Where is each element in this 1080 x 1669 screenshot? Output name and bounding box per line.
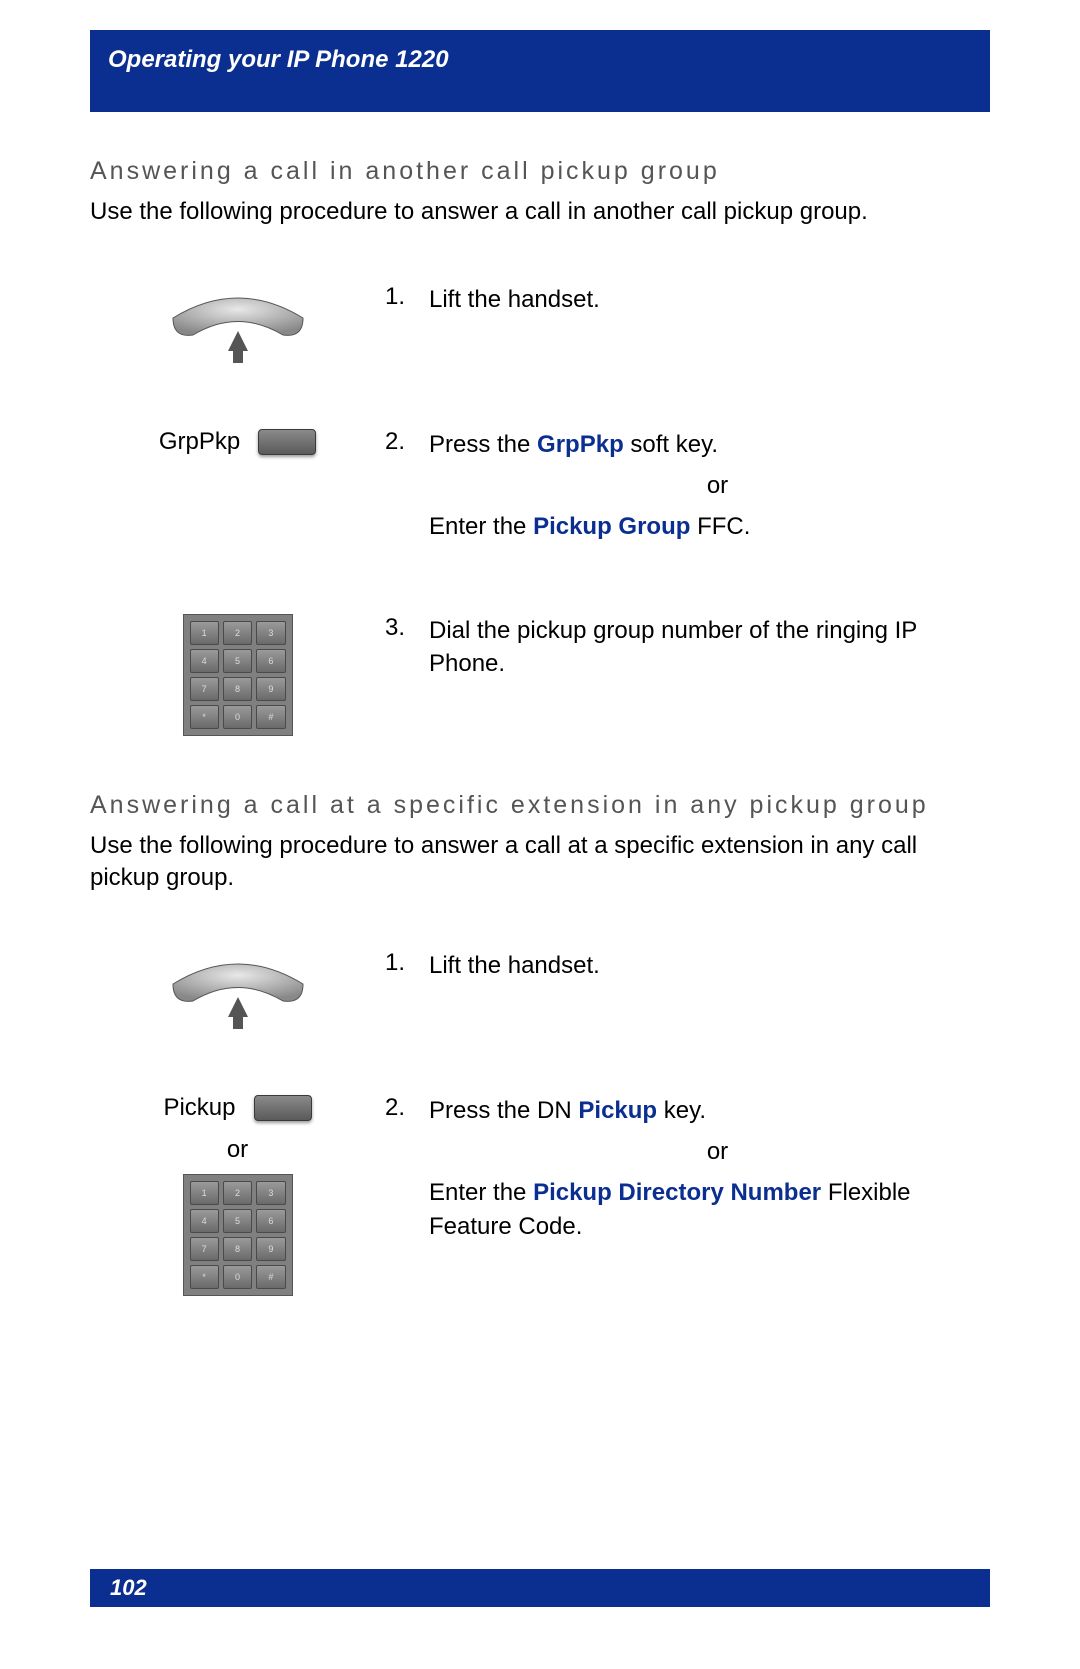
keyword: Pickup — [578, 1097, 657, 1124]
step-number: 3. — [385, 614, 411, 642]
keypad-icon: 123 456 789 *0# — [183, 1174, 293, 1296]
step-content: 1. Lift the handset. — [385, 283, 990, 317]
section2-intro: Use the following procedure to answer a … — [90, 830, 990, 895]
keyword: Pickup Group — [533, 513, 690, 540]
step-text: Dial the pickup group number of the ring… — [429, 614, 990, 681]
softkey-button-icon — [258, 429, 316, 455]
header-title: Operating your IP Phone 1220 — [108, 46, 972, 74]
step-number: 1. — [385, 949, 411, 977]
step-row: 1. Lift the handset. — [90, 283, 990, 373]
softkey-button-icon — [254, 1095, 312, 1121]
step-number: 1. — [385, 283, 411, 311]
section2-heading: Answering a call at a specific extension… — [90, 791, 990, 820]
step-number: 2. — [385, 428, 411, 462]
footer-bar: 102 — [90, 1569, 990, 1607]
or-separator: or — [445, 1138, 990, 1166]
section-2: Answering a call at a specific extension… — [90, 791, 990, 1297]
step-number: 2. — [385, 1094, 411, 1128]
or-separator: or — [445, 472, 990, 500]
step-row: 1. Lift the handset. — [90, 949, 990, 1039]
step-row: 123 456 789 *0# 3. Dial the pickup group… — [90, 614, 990, 736]
step-content: 2. Press the DN Pickup key. or Enter the… — [385, 1094, 990, 1243]
step-row: Pickup or 123 456 789 *0# 2. Press the D… — [90, 1094, 990, 1296]
step-content: 3. Dial the pickup group number of the r… — [385, 614, 990, 681]
step-text: Press the GrpPkp soft key. — [429, 428, 718, 462]
or-separator-left: or — [227, 1136, 248, 1164]
keyword: Pickup Directory Number — [533, 1179, 821, 1206]
section1-intro: Use the following procedure to answer a … — [90, 196, 990, 228]
step-text: Enter the Pickup Group FFC. — [429, 510, 750, 544]
step-row: GrpPkp 2. Press the GrpPkp soft key. or … — [90, 428, 990, 543]
step-content: 1. Lift the handset. — [385, 949, 990, 983]
softkey-illustration: GrpPkp — [90, 428, 385, 456]
step-text: Lift the handset. — [429, 283, 600, 317]
step-text: Enter the Pickup Directory Number Flexib… — [429, 1176, 990, 1243]
keypad-icon: 123 456 789 *0# — [90, 614, 385, 736]
keyword: GrpPkp — [537, 431, 624, 458]
softkey-keypad-illustration: Pickup or 123 456 789 *0# — [90, 1094, 385, 1296]
manual-page: Operating your IP Phone 1220 Answering a… — [0, 0, 1080, 1669]
softkey-label: Pickup — [163, 1094, 235, 1122]
softkey-label: GrpPkp — [159, 428, 240, 456]
section-1: Answering a call in another call pickup … — [90, 157, 990, 736]
step-text: Press the DN Pickup key. — [429, 1094, 706, 1128]
page-number: 102 — [110, 1575, 147, 1601]
step-content: 2. Press the GrpPkp soft key. or Enter t… — [385, 428, 990, 543]
handset-icon — [90, 283, 385, 373]
step-text: Lift the handset. — [429, 949, 600, 983]
handset-icon — [90, 949, 385, 1039]
section1-heading: Answering a call in another call pickup … — [90, 157, 990, 186]
header-bar: Operating your IP Phone 1220 — [90, 30, 990, 112]
